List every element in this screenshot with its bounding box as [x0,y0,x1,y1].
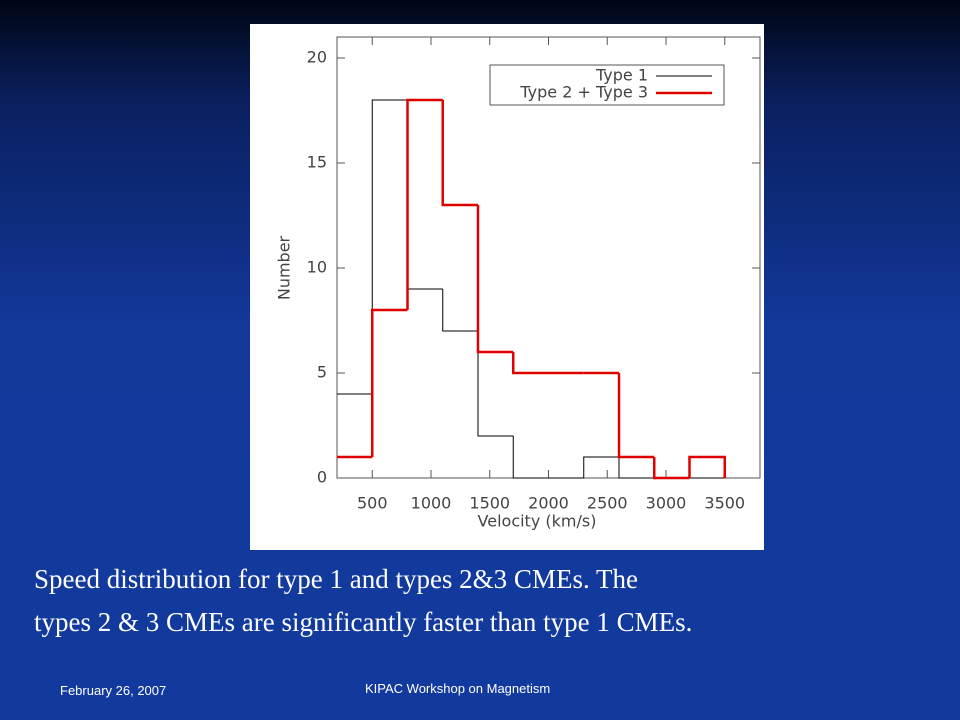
histogram-bin [371,99,408,394]
footer-date: February 26, 2007 [60,683,167,698]
caption-line: Speed distribution for type 1 and types … [34,564,638,594]
x-tick-label: 500 [357,494,388,513]
x-axis-label: Velocity (km/s) [478,512,597,531]
footer-event: KIPAC Workshop on Magnetism [365,681,551,696]
histogram-bin [477,331,514,437]
x-tick-label: 2500 [587,494,628,513]
histogram-bin [512,352,549,375]
histogram-bin [406,98,443,310]
x-tick-label: 2000 [528,494,569,513]
x-tick-label: 1500 [469,494,510,513]
x-tick-label: 1000 [411,494,452,513]
histogram-bin [617,373,655,459]
x-tick-label: 3000 [646,494,687,513]
legend-label: Type 2 + Type 3 [519,83,648,102]
y-tick-label: 20 [307,48,327,67]
x-tick-label: 3500 [704,494,745,513]
caption-line: types 2 & 3 CMEs are significantly faste… [34,607,693,637]
y-tick-label: 15 [307,153,327,172]
y-tick-label: 10 [307,258,327,277]
histogram-bin [688,455,726,478]
histogram-bin [653,457,690,480]
histogram-bin [476,205,514,354]
histogram-bin [442,289,478,332]
histogram-bin [512,436,549,479]
legend-label: Type 1 [595,66,648,85]
legend-box [489,64,725,106]
chart-panel [250,24,764,550]
histogram-bin [583,456,619,478]
histogram-bin [441,100,478,207]
histogram-bin [371,308,408,457]
y-tick-label: 5 [317,363,327,382]
y-tick-label: 0 [317,468,327,487]
histogram-bin [618,457,655,479]
y-axis-label: Number [275,235,294,300]
